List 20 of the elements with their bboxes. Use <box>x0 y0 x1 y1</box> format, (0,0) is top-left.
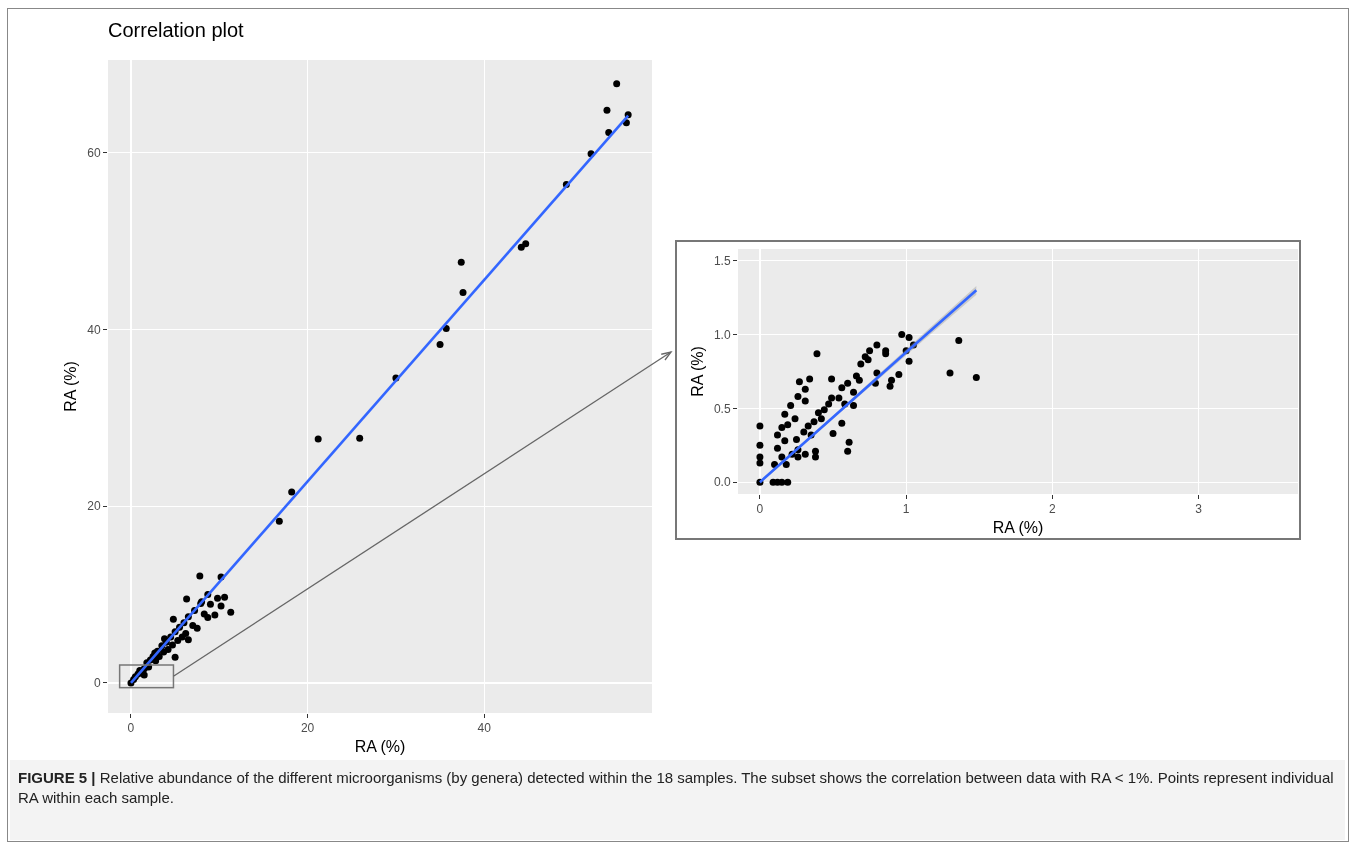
x-axis-title: RA (%) <box>992 519 1044 537</box>
x-tick-label: 0 <box>756 502 764 517</box>
y-tick-label: 0 <box>93 676 101 691</box>
x-axis-title: RA (%) <box>354 738 406 756</box>
y-axis-title: RA (%) <box>688 346 706 397</box>
x-tick-label: 3 <box>1195 502 1203 517</box>
x-tick-label: 40 <box>477 721 492 736</box>
x-tick-label: 20 <box>300 721 315 736</box>
y-tick-label: 60 <box>87 145 101 160</box>
y-tick-label: 1.0 <box>713 327 731 342</box>
x-tick-label: 0 <box>127 721 135 736</box>
y-tick-label: 1.5 <box>713 254 731 269</box>
chart-title: Correlation plot <box>108 19 245 41</box>
x-tick-label: 2 <box>1049 502 1057 517</box>
caption: FIGURE 5 | Relative abundance of the different microorganisms (by genera) detected within the 18 samples. The subset shows the correlation between data with RA < 1%. Points represent individual RA within each sample. <box>18 769 1334 807</box>
y-tick-label: 0.5 <box>713 401 731 416</box>
x-tick-label: 1 <box>902 502 910 517</box>
y-tick-label: 0.0 <box>713 475 731 490</box>
y-axis-title: RA (%) <box>62 361 80 412</box>
y-tick-label: 40 <box>87 322 101 337</box>
